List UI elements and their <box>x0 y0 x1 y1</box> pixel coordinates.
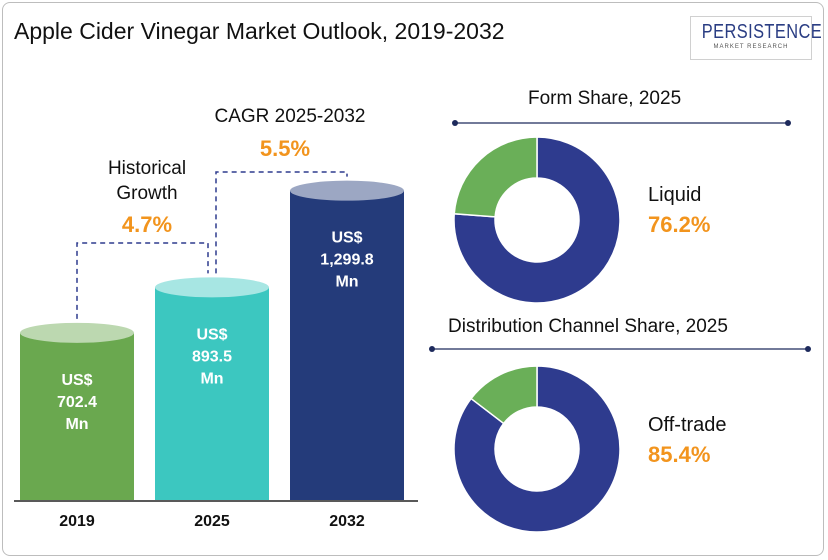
channel-title-rule-end <box>805 346 811 352</box>
channel-donut-slice-1 <box>470 365 538 425</box>
cagr-connector <box>215 171 348 274</box>
x-tick-2025: 2025 <box>194 513 230 530</box>
logo-name: PERSISTENCE <box>701 21 823 43</box>
bar-value-label-2032: Mn <box>335 274 358 291</box>
historical-value: 4.7% <box>121 212 173 237</box>
bar-value-label-2032: US$ <box>331 230 362 247</box>
historical-label-line1: Historical <box>107 158 187 179</box>
bar-top-2019 <box>20 322 134 343</box>
cagr-label: CAGR 2025-2032 <box>214 106 366 127</box>
bar-2032 <box>290 190 404 501</box>
channel-highlight-label: Off-trade <box>648 414 727 436</box>
bar-value-label-2025: US$ <box>196 326 227 343</box>
x-tick-2019: 2019 <box>59 513 95 530</box>
channel-share-title: Distribution Channel Share, 2025 <box>448 316 728 337</box>
bar-value-label-2019: 702.4 <box>57 394 97 411</box>
form-donut-slice-0 <box>453 136 621 304</box>
bar-top-2032 <box>290 180 404 201</box>
bar-2025 <box>155 287 269 500</box>
channel-highlight-value: 85.4% <box>648 442 711 467</box>
historical-label-line2: Growth <box>116 183 178 204</box>
bar-2019 <box>20 332 134 500</box>
logo-sub: MARKET RESEARCH <box>713 44 789 50</box>
form-highlight-value: 76.2% <box>648 212 711 237</box>
cagr-value: 5.5% <box>259 136 311 161</box>
form-share-title: Form Share, 2025 <box>528 88 682 109</box>
bar-value-label-2019: Mn <box>65 416 88 433</box>
historical-connector <box>76 242 209 319</box>
form-donut-slice-1 <box>453 136 538 218</box>
bar-value-label-2019: US$ <box>61 372 92 389</box>
form-title-rule-start <box>452 120 458 126</box>
bar-top-2025 <box>155 277 269 298</box>
bar-value-label-2025: Mn <box>200 370 223 387</box>
channel-title-rule-start <box>429 346 435 352</box>
x-tick-2032: 2032 <box>329 513 365 530</box>
bar-value-label-2025: 893.5 <box>192 348 232 365</box>
channel-donut-slice-0 <box>453 365 621 533</box>
form-title-rule-end <box>785 120 791 126</box>
page-title: Apple Cider Vinegar Market Outlook, 2019… <box>14 18 505 44</box>
form-highlight-label: Liquid <box>648 184 702 206</box>
bar-value-label-2032: 1,299.8 <box>320 252 373 269</box>
logo: PERSISTENCE MARKET RESEARCH <box>690 16 823 60</box>
